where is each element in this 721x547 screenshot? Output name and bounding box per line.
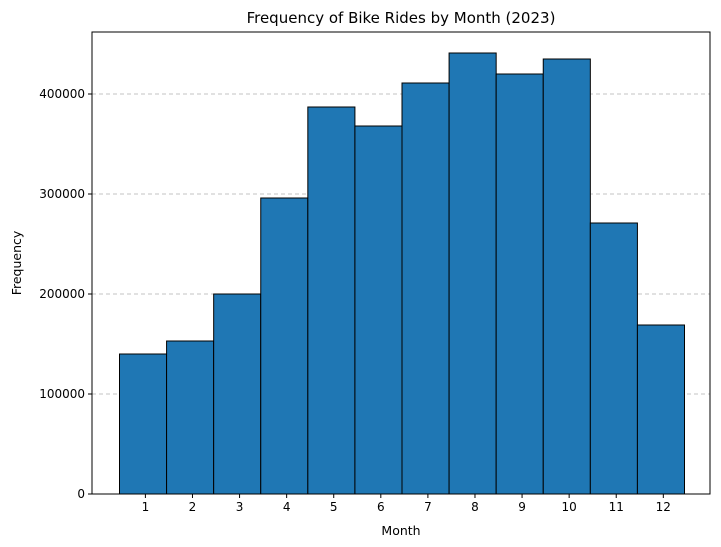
chart-title: Frequency of Bike Rides by Month (2023) <box>247 9 556 27</box>
bar-month-11 <box>589 222 638 495</box>
bar-month-12 <box>636 324 686 495</box>
bar-month-6 <box>354 125 403 495</box>
bar-month-9 <box>495 73 544 495</box>
bar-month-4 <box>260 197 309 495</box>
x-tick-label: 12 <box>656 500 671 514</box>
bar-month-5 <box>307 106 356 495</box>
x-tick-label: 9 <box>518 500 526 514</box>
bar-month-2 <box>166 340 215 495</box>
x-tick-label: 6 <box>377 500 385 514</box>
y-tick-label: 400000 <box>39 87 85 101</box>
x-tick-label: 5 <box>330 500 338 514</box>
y-axis-label: Frequency <box>9 230 24 295</box>
x-tick-label: 2 <box>189 500 197 514</box>
x-tick-label: 1 <box>142 500 150 514</box>
bar-month-10 <box>542 58 591 495</box>
y-tick-label: 0 <box>77 487 85 501</box>
bars <box>119 52 686 495</box>
x-tick-label: 8 <box>471 500 479 514</box>
x-tick-label: 10 <box>562 500 577 514</box>
y-tick-label: 300000 <box>39 187 85 201</box>
y-axis-ticks: 0 100000 200000 300000 400000 <box>39 87 92 501</box>
x-tick-label: 3 <box>236 500 244 514</box>
bar-month-3 <box>213 293 262 495</box>
bar-month-7 <box>401 82 450 495</box>
plot-frame <box>91 31 711 495</box>
y-tick-label: 200000 <box>39 287 85 301</box>
bar-month-8 <box>448 52 497 495</box>
bar-month-1 <box>119 353 168 495</box>
y-tick-label: 100000 <box>39 387 85 401</box>
x-axis-label: Month <box>381 523 420 538</box>
x-tick-label: 7 <box>424 500 432 514</box>
x-axis-ticks: 1 2 3 4 5 6 7 8 9 10 11 12 <box>142 494 671 514</box>
x-tick-label: 11 <box>609 500 624 514</box>
x-tick-label: 4 <box>283 500 291 514</box>
